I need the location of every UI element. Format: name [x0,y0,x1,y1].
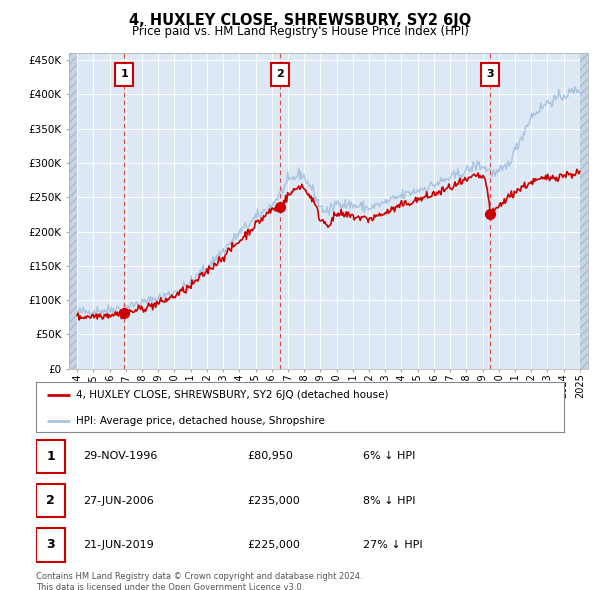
FancyBboxPatch shape [36,528,65,562]
Text: £225,000: £225,000 [247,540,300,550]
Text: 1: 1 [46,450,55,463]
Text: £80,950: £80,950 [247,451,293,461]
Text: Contains HM Land Registry data © Crown copyright and database right 2024.
This d: Contains HM Land Registry data © Crown c… [36,572,362,590]
Text: 27% ↓ HPI: 27% ↓ HPI [364,540,423,550]
Text: £235,000: £235,000 [247,496,300,506]
Text: 27-JUN-2006: 27-JUN-2006 [83,496,154,506]
Text: Price paid vs. HM Land Registry's House Price Index (HPI): Price paid vs. HM Land Registry's House … [131,25,469,38]
Text: 3: 3 [487,68,494,78]
Text: 4, HUXLEY CLOSE, SHREWSBURY, SY2 6JQ (detached house): 4, HUXLEY CLOSE, SHREWSBURY, SY2 6JQ (de… [76,390,388,400]
FancyBboxPatch shape [115,63,133,86]
Text: 29-NOV-1996: 29-NOV-1996 [83,451,158,461]
Text: 3: 3 [46,538,55,552]
Bar [69,53,77,369]
FancyBboxPatch shape [481,63,499,86]
Text: 2: 2 [46,494,55,507]
Text: HPI: Average price, detached house, Shropshire: HPI: Average price, detached house, Shro… [76,416,325,426]
Text: 1: 1 [121,68,128,78]
FancyBboxPatch shape [271,63,289,86]
Text: 6% ↓ HPI: 6% ↓ HPI [364,451,416,461]
Bar [580,53,588,369]
Text: 21-JUN-2019: 21-JUN-2019 [83,540,154,550]
Text: 4, HUXLEY CLOSE, SHREWSBURY, SY2 6JQ: 4, HUXLEY CLOSE, SHREWSBURY, SY2 6JQ [129,13,471,28]
Text: 8% ↓ HPI: 8% ↓ HPI [364,496,416,506]
FancyBboxPatch shape [36,484,65,517]
Text: 2: 2 [276,68,284,78]
FancyBboxPatch shape [36,440,65,473]
